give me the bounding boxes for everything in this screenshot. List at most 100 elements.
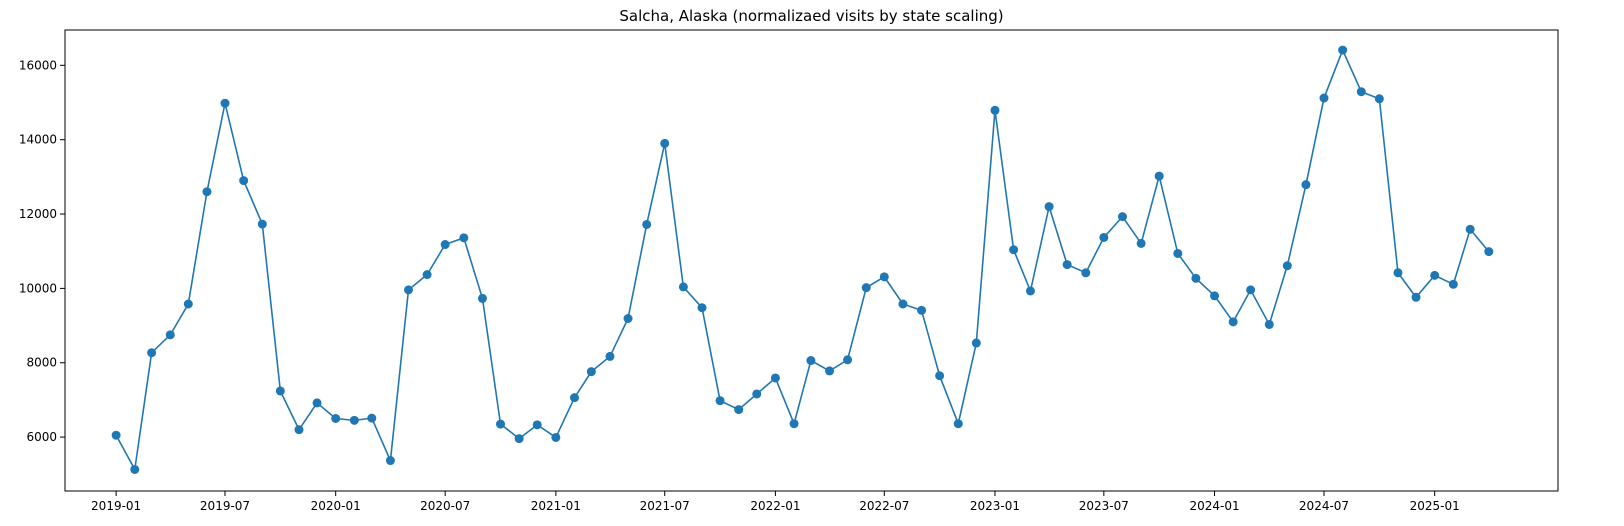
data-point <box>1246 285 1256 295</box>
data-point <box>385 456 395 466</box>
plot-frame <box>64 29 1559 492</box>
data-point <box>586 367 596 377</box>
x-tick-label: 2025-01 <box>1410 499 1460 513</box>
data-point <box>147 348 157 358</box>
data-point <box>111 430 121 440</box>
x-tick-label: 2022-07 <box>859 499 909 513</box>
y-tick-label: 16000 <box>19 58 57 72</box>
data-point <box>752 389 762 399</box>
data-point <box>257 219 267 229</box>
data-point <box>1154 171 1164 181</box>
data-point <box>1044 202 1054 212</box>
data-point <box>734 405 744 415</box>
data-point <box>496 419 506 429</box>
data-point <box>660 138 670 148</box>
data-point <box>239 176 249 186</box>
data-point <box>879 272 889 282</box>
series-line <box>115 48 1490 472</box>
data-point <box>990 105 1000 115</box>
data-point <box>294 425 304 435</box>
x-tick-label: 2019-07 <box>200 499 250 513</box>
data-point <box>953 419 963 429</box>
data-point <box>532 420 542 430</box>
x-tick-label: 2020-01 <box>311 499 361 513</box>
data-point <box>1191 273 1201 283</box>
x-tick-label: 2021-07 <box>640 499 690 513</box>
x-tick-label: 2019-01 <box>91 499 141 513</box>
data-point <box>1062 260 1072 270</box>
data-point <box>440 240 450 250</box>
x-tick-label: 2020-07 <box>420 499 470 513</box>
data-point <box>1448 279 1458 289</box>
x-tick-label: 2023-07 <box>1079 499 1129 513</box>
data-point <box>1117 212 1127 222</box>
data-point <box>312 398 322 408</box>
y-tick-label: 8000 <box>26 356 57 370</box>
data-point <box>898 299 908 309</box>
data-point <box>1430 270 1440 280</box>
data-point <box>1465 224 1475 234</box>
data-point <box>935 371 945 381</box>
data-point <box>477 293 487 303</box>
data-point <box>971 338 981 348</box>
data-point <box>1009 245 1019 255</box>
data-point <box>825 366 835 376</box>
data-point <box>202 187 212 197</box>
data-point <box>917 305 927 315</box>
y-tick-label: 14000 <box>19 133 57 147</box>
data-point <box>1210 291 1220 301</box>
data-point <box>514 434 524 444</box>
x-tick-label: 2023-01 <box>970 499 1020 513</box>
plot-area: 2019-01 2019-07 2020-01 2020-07 2021-01 2021-… <box>19 29 1559 513</box>
data-point <box>1228 317 1238 327</box>
data-point <box>623 314 633 323</box>
data-point <box>605 351 615 361</box>
data-point <box>1173 248 1183 258</box>
data-point <box>367 413 377 423</box>
data-point <box>1264 319 1274 329</box>
data-point <box>130 464 140 474</box>
data-point <box>220 98 230 108</box>
data-point <box>861 283 871 293</box>
data-point <box>570 393 579 403</box>
chart-title: Salcha, Alaska (normalizaed visits by st… <box>619 7 1003 25</box>
data-point <box>789 419 799 429</box>
data-point <box>1319 93 1329 103</box>
data-point <box>551 432 561 442</box>
data-point <box>843 355 853 365</box>
data-point <box>770 373 780 383</box>
data-point <box>275 386 285 396</box>
data-point <box>642 219 652 229</box>
x-tick-label: 2024-07 <box>1299 499 1349 513</box>
data-point <box>1393 268 1403 278</box>
data-point <box>349 415 359 425</box>
x-tick-label: 2022-01 <box>750 499 800 513</box>
data-point <box>422 270 432 280</box>
data-point <box>1484 247 1494 257</box>
data-point <box>165 330 175 340</box>
data-point <box>678 282 688 292</box>
data-point <box>806 356 816 366</box>
data-point <box>1099 232 1109 242</box>
data-point <box>1411 292 1421 302</box>
y-tick-label: 12000 <box>19 207 57 221</box>
data-point <box>1374 94 1384 104</box>
data-point <box>1025 286 1035 296</box>
data-point <box>1338 45 1348 55</box>
data-point <box>183 299 193 309</box>
data-point <box>459 233 469 243</box>
data-point <box>715 396 725 406</box>
x-tick-label: 2021-01 <box>531 499 581 513</box>
y-tick-label: 6000 <box>26 430 57 444</box>
data-point <box>1282 261 1292 271</box>
data-point <box>1356 87 1366 97</box>
data-point <box>1081 268 1091 278</box>
x-tick-label: 2024-01 <box>1189 499 1239 513</box>
data-point <box>1136 238 1146 248</box>
data-point <box>1301 180 1311 190</box>
y-tick-label: 10000 <box>19 281 57 295</box>
data-point <box>403 285 413 295</box>
data-point <box>331 414 341 423</box>
data-point <box>697 303 707 313</box>
